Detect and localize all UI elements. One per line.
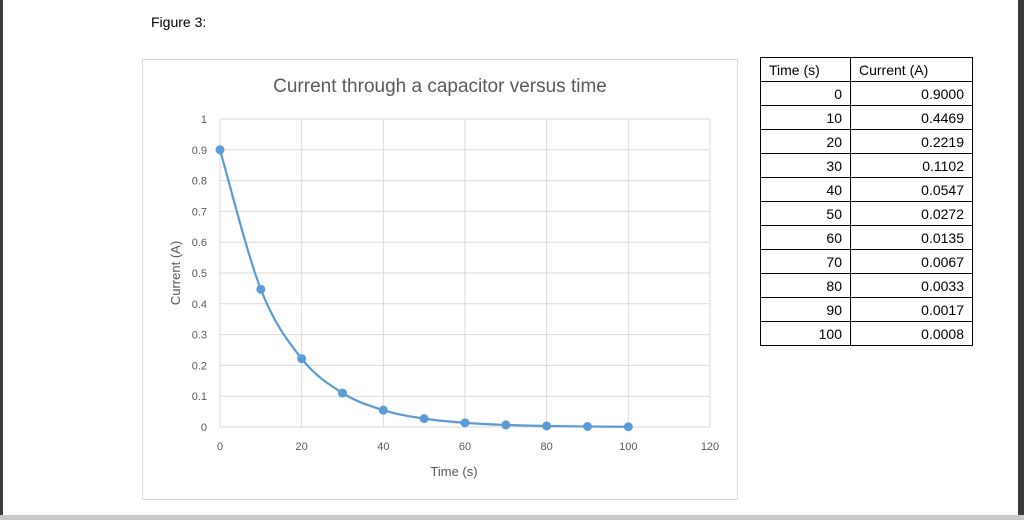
cell-current: 0.1102 (850, 153, 973, 178)
x-tick-label: 60 (459, 441, 471, 453)
cell-time: 20 (760, 129, 851, 154)
cell-current: 0.0135 (850, 225, 973, 250)
data-point (256, 284, 266, 294)
table-header-current: Current (A) (850, 57, 973, 82)
cell-current: 0.4469 (850, 105, 973, 130)
cell-current: 0.9000 (850, 81, 973, 106)
x-tick-label: 0 (217, 441, 223, 453)
table-row: 80 0.0033 (760, 273, 973, 298)
cell-current: 0.0033 (850, 273, 973, 298)
cell-time: 60 (760, 225, 851, 250)
y-axis-label: Current (A) (168, 241, 183, 305)
x-tick-label: 120 (701, 441, 719, 453)
y-tick-label: 0.6 (192, 237, 207, 249)
cell-time: 30 (760, 153, 851, 178)
table-row: 0 0.9000 (760, 81, 973, 106)
cell-time: 100 (760, 321, 851, 346)
y-tick-label: 0.9 (192, 145, 207, 157)
cell-time: 0 (760, 81, 851, 106)
data-point (215, 145, 225, 155)
cell-time: 80 (760, 273, 851, 298)
table-row: 50 0.0272 (760, 201, 973, 226)
table-row: 60 0.0135 (760, 225, 973, 250)
y-tick-label: 0.3 (192, 330, 207, 342)
x-axis-label: Time (s) (430, 464, 477, 479)
data-point (501, 420, 511, 430)
data-point (297, 354, 307, 364)
data-table: Time (s) Current (A) 0 0.9000 10 0.4469 20 0.… (760, 57, 973, 346)
cell-current: 0.0008 (850, 321, 973, 346)
cell-current: 0.2219 (850, 129, 973, 154)
table-row: 40 0.0547 (760, 177, 973, 202)
series-line (218, 149, 629, 428)
y-tick-label: 1 (201, 114, 207, 126)
y-tick-label: 0.2 (192, 360, 207, 372)
data-point (378, 405, 388, 415)
left-window-border (0, 0, 3, 515)
chart-title: Current through a capacitor versus time (273, 76, 607, 97)
x-tick-label: 100 (619, 441, 637, 453)
table-row: 30 0.1102 (760, 153, 973, 178)
chart-frame (142, 59, 738, 500)
table-row: 100 0.0008 (760, 321, 973, 346)
x-tick-label: 20 (296, 441, 308, 453)
right-window-border (1018, 0, 1024, 515)
table-row: 20 0.2219 (760, 129, 973, 154)
data-point (542, 421, 552, 431)
cell-current: 0.0272 (850, 201, 973, 226)
data-point (460, 418, 470, 428)
cell-current: 0.0017 (850, 297, 973, 322)
table-row: 10 0.4469 (760, 105, 973, 130)
cell-time: 90 (760, 297, 851, 322)
y-tick-label: 0.5 (192, 268, 207, 280)
cell-current: 0.0067 (850, 249, 973, 274)
bottom-strip (0, 515, 1024, 520)
data-point (419, 414, 429, 424)
table-row: 90 0.0017 (760, 297, 973, 322)
x-tick-label: 40 (377, 441, 389, 453)
y-tick-label: 0.1 (192, 391, 207, 403)
cell-time: 70 (760, 249, 851, 274)
data-point (623, 422, 633, 432)
table-header-time: Time (s) (760, 57, 851, 82)
y-tick-label: 0.8 (192, 176, 207, 188)
y-tick-label: 0 (201, 422, 207, 434)
cell-time: 40 (760, 177, 851, 202)
cell-current: 0.0547 (850, 177, 973, 202)
y-tick-label: 0.4 (192, 299, 207, 311)
x-tick-label: 80 (541, 441, 553, 453)
data-point (583, 421, 592, 431)
table-row: 70 0.0067 (760, 249, 973, 274)
cell-time: 50 (760, 201, 851, 226)
figure-label: Figure 3: (151, 14, 207, 30)
y-tick-label: 0.7 (192, 206, 207, 218)
data-point (338, 388, 347, 398)
cell-time: 10 (760, 105, 851, 130)
